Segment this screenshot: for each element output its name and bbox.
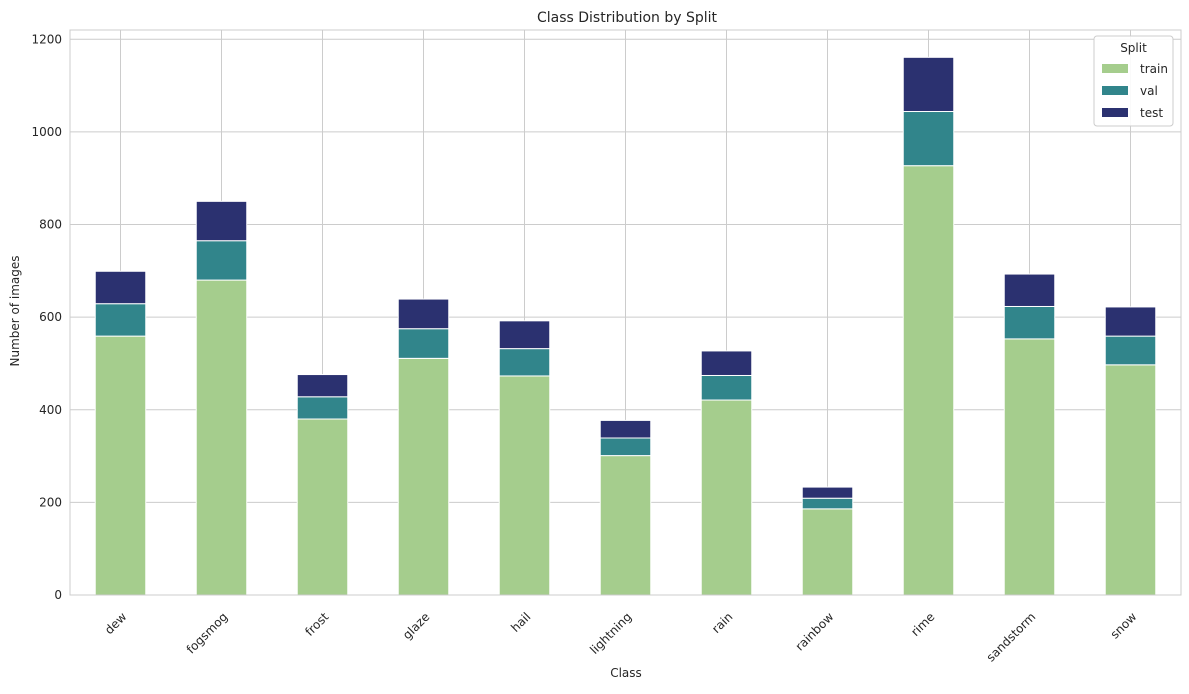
- bar-train: [296, 418, 349, 596]
- bar-val: [94, 303, 147, 337]
- bar-train: [902, 165, 955, 596]
- bar-val: [700, 374, 753, 401]
- bars: [94, 56, 1157, 596]
- bar-train: [700, 399, 753, 596]
- legend-swatch-train: [1102, 64, 1128, 73]
- bar-train: [599, 455, 652, 596]
- x-tick-label: glaze: [400, 610, 433, 643]
- legend-label-train: train: [1140, 62, 1168, 76]
- bar-val: [902, 111, 955, 167]
- legend-label-test: test: [1140, 106, 1163, 120]
- legend: Split train val test: [1093, 35, 1174, 127]
- legend-box: [1093, 35, 1174, 127]
- bar-val: [195, 240, 248, 281]
- y-tick-label: 0: [54, 588, 62, 602]
- x-tick-label: lightning: [587, 610, 634, 657]
- bar-train: [498, 375, 551, 596]
- bar-val: [599, 437, 652, 457]
- bar-test: [801, 486, 854, 499]
- bar-val: [397, 328, 450, 359]
- y-tick-label: 200: [39, 495, 62, 509]
- x-axis-label: Class: [610, 666, 642, 680]
- y-axis-label: Number of images: [8, 255, 22, 366]
- bar-train: [94, 335, 147, 596]
- x-tick-label: sandstorm: [984, 610, 1039, 665]
- bar-test: [599, 419, 652, 439]
- bar-test: [1003, 273, 1056, 307]
- legend-label-val: val: [1140, 84, 1158, 98]
- x-tick-label: rain: [709, 610, 735, 636]
- bar-test: [296, 374, 349, 398]
- bar-train: [801, 508, 854, 596]
- bar-test: [94, 270, 147, 305]
- bar-val: [801, 497, 854, 510]
- bar-test: [902, 56, 955, 113]
- bar-train: [397, 357, 450, 596]
- y-tick-label: 800: [39, 218, 62, 232]
- x-tick-label: frost: [302, 610, 331, 639]
- legend-title: Split: [1120, 41, 1147, 55]
- y-tick-label: 1200: [31, 32, 62, 46]
- legend-swatch-val: [1102, 86, 1128, 95]
- x-tick-label: rainbow: [793, 610, 837, 654]
- bar-val: [1104, 335, 1157, 366]
- x-tick-label: dew: [102, 610, 130, 638]
- bar-test: [498, 320, 551, 350]
- bar-val: [1003, 305, 1056, 340]
- bar-test: [195, 200, 248, 242]
- bar-test: [1104, 306, 1157, 337]
- bar-test: [700, 350, 753, 376]
- bar-val: [296, 396, 349, 420]
- bar-train: [1104, 364, 1157, 596]
- bar-test: [397, 298, 450, 330]
- bar-train: [1003, 338, 1056, 596]
- bar-val: [498, 348, 551, 377]
- x-tick-label: fogsmog: [184, 610, 231, 657]
- plot-frame: [69, 29, 1182, 596]
- chart-title: Class Distribution by Split: [537, 10, 718, 26]
- bar-train: [195, 279, 248, 596]
- y-tick-label: 400: [39, 403, 62, 417]
- x-tick-label: snow: [1108, 610, 1140, 642]
- x-tick-label: hail: [508, 610, 533, 635]
- y-tick-label: 1000: [31, 125, 62, 139]
- y-tick-label: 600: [39, 310, 62, 324]
- legend-swatch-test: [1102, 108, 1128, 117]
- x-tick-label: rime: [908, 610, 937, 639]
